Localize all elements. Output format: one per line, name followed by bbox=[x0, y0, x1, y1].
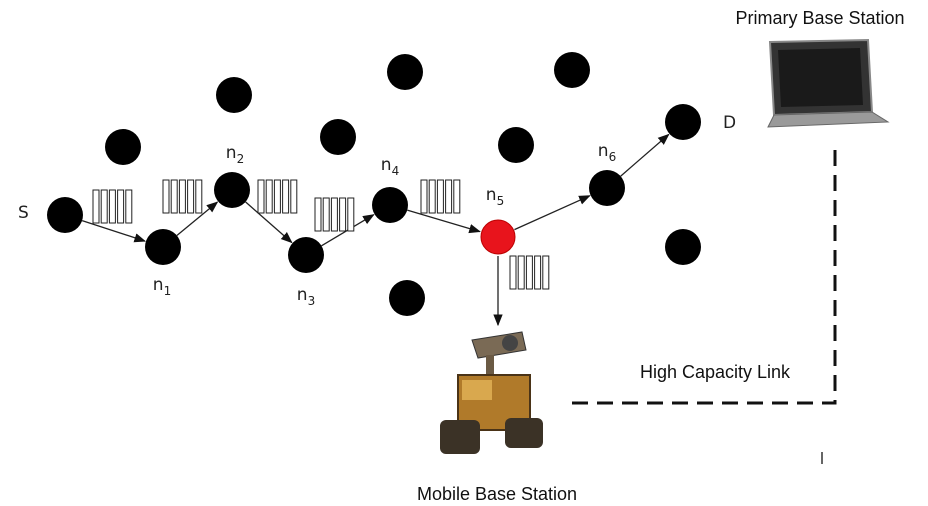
route-node bbox=[47, 197, 83, 233]
idle-node bbox=[389, 280, 425, 316]
laptop bbox=[768, 40, 888, 127]
packet bbox=[348, 198, 354, 231]
diagram: Primary Base Station High Capacity Link … bbox=[0, 0, 928, 506]
node-label: n3 bbox=[297, 285, 315, 308]
packet-queue bbox=[315, 198, 354, 231]
packet bbox=[109, 190, 115, 223]
node-name: n bbox=[226, 143, 237, 163]
route-node bbox=[372, 187, 408, 223]
idle-node bbox=[665, 229, 701, 265]
packet bbox=[429, 180, 435, 213]
packet bbox=[118, 190, 124, 223]
robot bbox=[440, 332, 543, 454]
node-label: n2 bbox=[226, 143, 244, 166]
node-name: n bbox=[486, 185, 497, 205]
node-label: n5 bbox=[486, 185, 504, 208]
packet bbox=[171, 180, 177, 213]
node-name: n bbox=[598, 141, 609, 161]
node-name: S bbox=[18, 203, 29, 223]
packet bbox=[196, 180, 202, 213]
packet bbox=[526, 256, 532, 289]
packet bbox=[101, 190, 107, 223]
packet-queue bbox=[93, 190, 132, 223]
route-node bbox=[145, 229, 181, 265]
packet bbox=[258, 180, 264, 213]
node-name: n bbox=[381, 155, 392, 175]
packet bbox=[421, 180, 427, 213]
packet bbox=[510, 256, 516, 289]
packet bbox=[291, 180, 297, 213]
node-index: 5 bbox=[497, 194, 505, 208]
idle-node bbox=[498, 127, 534, 163]
primary-base-station-label: Primary Base Station bbox=[735, 8, 904, 28]
packet bbox=[266, 180, 272, 213]
packet bbox=[543, 256, 549, 289]
node-index: 6 bbox=[609, 150, 617, 164]
idle-node bbox=[387, 54, 423, 90]
packet bbox=[518, 256, 524, 289]
mobile-base-station-label: Mobile Base Station bbox=[417, 484, 577, 504]
route-node bbox=[481, 220, 515, 254]
idle-node bbox=[216, 77, 252, 113]
node-name: n bbox=[297, 285, 308, 305]
packet bbox=[535, 256, 541, 289]
packet bbox=[126, 190, 132, 223]
packet-queue bbox=[421, 180, 460, 213]
route-arrow bbox=[621, 134, 669, 176]
node-label: n4 bbox=[381, 155, 399, 178]
packet bbox=[331, 198, 337, 231]
route-node bbox=[288, 237, 324, 273]
packet bbox=[454, 180, 460, 213]
packet bbox=[188, 180, 194, 213]
node-label: D bbox=[723, 113, 736, 133]
node-index: 3 bbox=[308, 294, 316, 308]
node-label: n1 bbox=[153, 275, 171, 298]
packet bbox=[340, 198, 346, 231]
packet bbox=[446, 180, 452, 213]
route-arrow bbox=[514, 196, 589, 230]
packet bbox=[315, 198, 321, 231]
node-name: n bbox=[153, 275, 164, 295]
node-index: 4 bbox=[392, 164, 400, 178]
node-index: 2 bbox=[237, 152, 245, 166]
route-arrow bbox=[82, 221, 145, 242]
packet bbox=[437, 180, 443, 213]
link-label: High Capacity Link bbox=[640, 362, 791, 382]
route-node bbox=[214, 172, 250, 208]
packet-queue bbox=[510, 256, 549, 289]
packet bbox=[323, 198, 329, 231]
idle-node bbox=[105, 129, 141, 165]
packet bbox=[163, 180, 169, 213]
node-name: D bbox=[723, 113, 736, 133]
idle-node bbox=[320, 119, 356, 155]
node-label: n6 bbox=[598, 141, 616, 164]
idle-node bbox=[554, 52, 590, 88]
packet bbox=[179, 180, 185, 213]
packet-queue bbox=[258, 180, 297, 213]
node-index: 1 bbox=[164, 284, 172, 298]
packet bbox=[274, 180, 280, 213]
route-node bbox=[589, 170, 625, 206]
packet-queue bbox=[163, 180, 202, 213]
node-label: S bbox=[18, 203, 29, 223]
packet bbox=[93, 190, 99, 223]
route-node bbox=[665, 104, 701, 140]
packet bbox=[283, 180, 289, 213]
